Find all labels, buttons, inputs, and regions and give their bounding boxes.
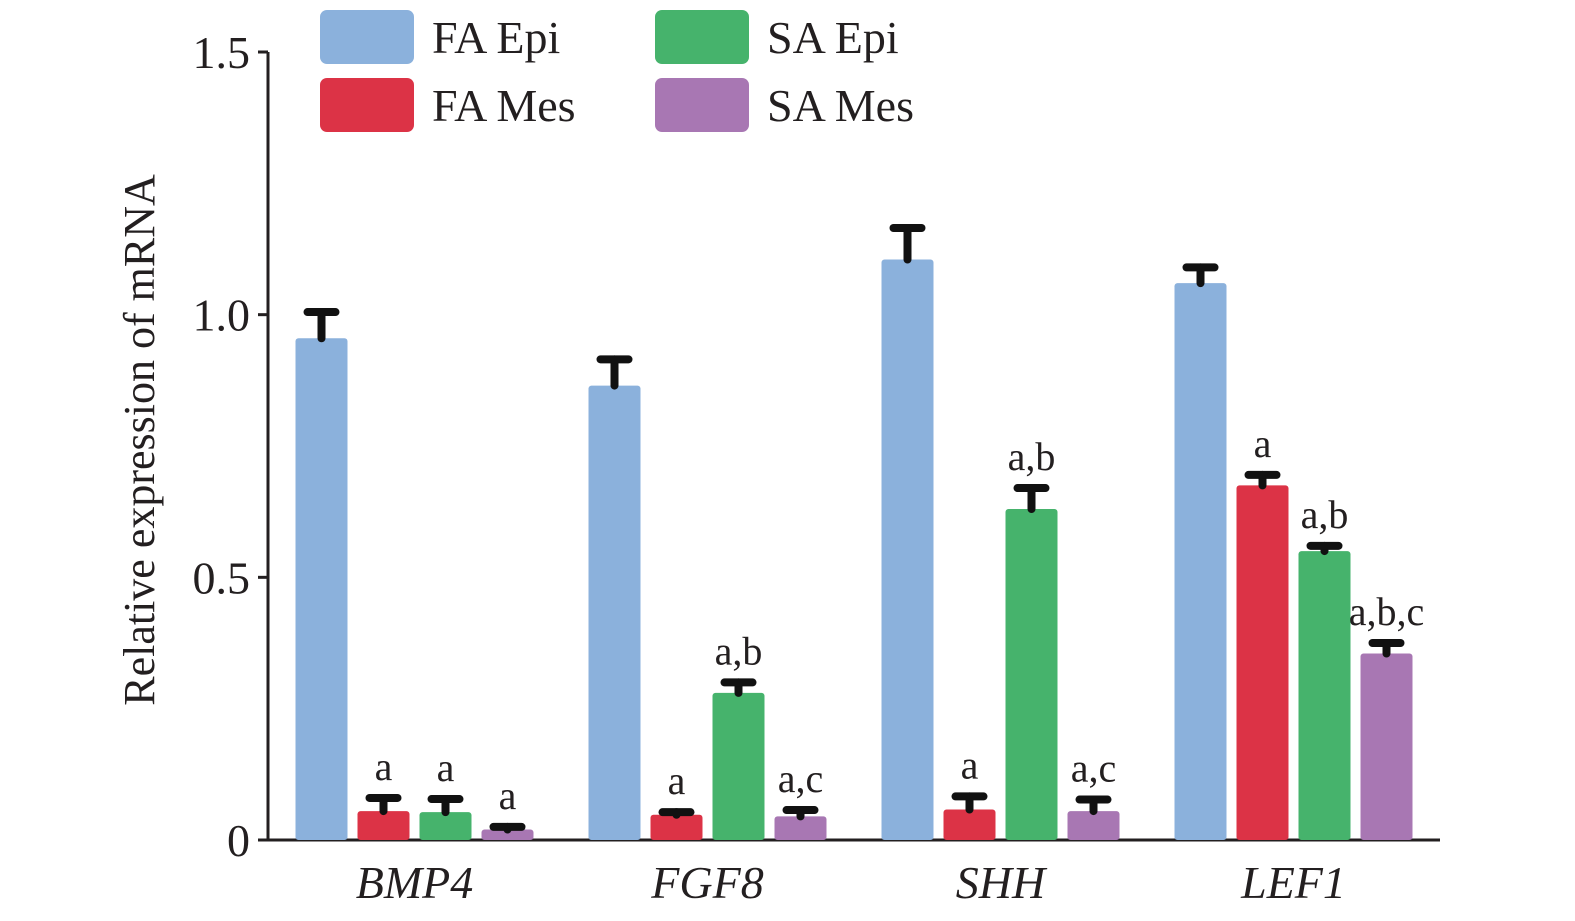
bar [1005,509,1058,840]
bar [943,809,996,840]
legend-item: FA Epi [320,10,560,64]
legend-item: FA Mes [320,78,576,132]
bar [481,829,534,840]
category-label: LEF1 [1240,857,1346,908]
legend-swatch [320,10,414,64]
legend-swatch [655,78,749,132]
bar [1236,485,1289,840]
significance-label: a [437,745,455,790]
legend-swatch [655,10,749,64]
y-tick-label: 1.5 [193,27,251,78]
legend-item: SA Epi [655,10,899,64]
significance-label: a,b [1301,492,1349,537]
bar [295,338,348,840]
y-tick-label: 1.0 [193,290,251,341]
y-axis-title: Relative expression of mRNA [115,174,164,706]
bar [774,816,827,840]
legend-label: FA Epi [432,12,560,63]
legend-label: SA Epi [767,12,899,63]
bar [1174,283,1227,840]
significance-label: a [499,773,517,818]
significance-label: a,b [1008,434,1056,479]
bar [1298,551,1351,840]
category-label: SHH [956,857,1048,908]
significance-label: a,b [715,628,763,673]
legend-label: SA Mes [767,80,914,131]
bar [1067,811,1120,840]
bar [881,259,934,840]
bar [419,812,472,840]
category-label: BMP4 [356,857,474,908]
significance-label: a [375,744,393,789]
legend-swatch [320,78,414,132]
bar [1360,653,1413,840]
significance-label: a [668,758,686,803]
legend: FA Epi FA Mes SA Epi SA Mes [320,10,914,132]
category-label: FGF8 [650,857,763,908]
significance-label: a,b,c [1349,589,1425,634]
significance-label: a [961,742,979,787]
bar [357,811,410,840]
bar [712,692,765,840]
significance-label: a,c [778,756,824,801]
y-tick-label: 0 [227,815,250,866]
bar-group: a a,b a,c FGF8 [588,355,827,908]
y-tick-label: 0.5 [193,552,251,603]
legend-label: FA Mes [432,80,576,131]
significance-label: a,c [1071,746,1117,791]
bar [650,814,703,840]
legend-item: SA Mes [655,78,914,132]
bar-group: a a,b a,c SHH [881,223,1120,908]
bar-group: a a,b a,b,c LEF1 [1174,263,1425,908]
bars: a aaBMP4aa,ba,cFGF8aa,ba,cSHHaa,ba,b,cLEF… [295,223,1425,908]
significance-label: a [1254,421,1272,466]
bar [588,385,641,840]
